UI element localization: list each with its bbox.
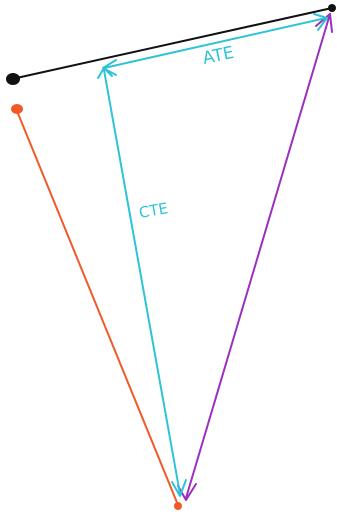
- purple-arrow-line: [185, 13, 331, 499]
- right-endpoint-dot: [328, 4, 336, 12]
- purple-arrowhead-top: [315, 13, 333, 33]
- left-endpoint-dot: [6, 73, 20, 85]
- cte-label: CTE: [138, 199, 170, 222]
- cte-arrow-line: [103, 69, 181, 495]
- orange-line: [16, 110, 179, 506]
- orange-bottom-dot: [174, 502, 182, 510]
- orange-top-dot: [11, 104, 23, 114]
- cte-arrowhead-top: [97, 67, 113, 79]
- ate-label: ATE: [201, 43, 236, 69]
- ate-arrowhead-right: [313, 13, 328, 31]
- reference-line: [11, 7, 333, 80]
- ate-arrow-line: [103, 17, 327, 69]
- cte-arrowhead-bottom: [171, 479, 187, 497]
- purple-arrowhead-bottom: [177, 483, 197, 501]
